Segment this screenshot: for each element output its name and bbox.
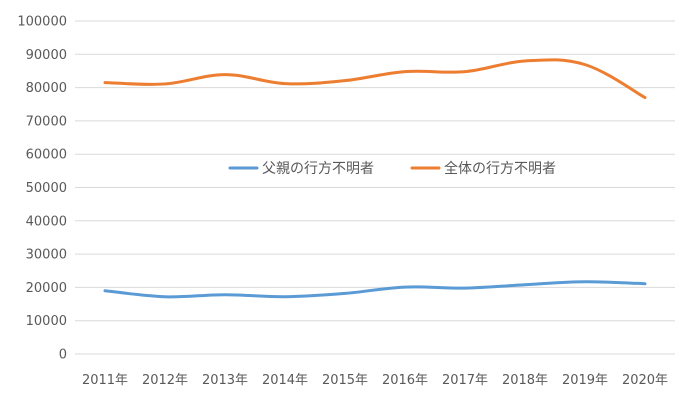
series-lines: [103, 58, 647, 299]
x-tick-label: 2014年: [262, 373, 308, 388]
x-axis-tick-labels: 2011年 2012年 2013年 2014年 2015年 2016年 2017年 2018年…: [82, 373, 668, 388]
legend-item: 父親の行方不明者: [228, 161, 374, 177]
legend-item: 全体の行方不明者: [410, 160, 556, 177]
y-tick-label: 0: [59, 348, 67, 363]
y-tick-label: 100000: [17, 15, 67, 30]
x-tick-label: 2019年: [562, 373, 608, 388]
y-axis-tick-labels: 0 10000 20000 30000 40000 50000 60000 70000 8000…: [17, 15, 67, 363]
series-total-missing: [103, 58, 647, 100]
x-tick-label: 2017年: [442, 373, 488, 388]
x-tick-label: 2015年: [322, 373, 368, 388]
series-line: [103, 280, 647, 299]
gridlines: [75, 20, 675, 355]
y-tick-label: 80000: [26, 81, 67, 96]
y-tick-label: 90000: [26, 48, 67, 63]
x-tick-label: 2016年: [382, 373, 428, 388]
x-tick-label: 2020年: [622, 373, 668, 388]
y-tick-label: 40000: [26, 214, 67, 229]
legend-label: 父親の行方不明者: [262, 161, 374, 177]
x-tick-label: 2012年: [142, 373, 188, 388]
y-tick-label: 50000: [26, 181, 67, 196]
legend: 父親の行方不明者 全体の行方不明者: [228, 160, 556, 177]
series-father-missing: [103, 280, 647, 299]
y-tick-label: 20000: [26, 281, 67, 296]
series-line: [103, 58, 647, 100]
y-tick-label: 70000: [26, 114, 67, 129]
legend-label: 全体の行方不明者: [444, 160, 556, 177]
x-tick-label: 2018年: [502, 373, 548, 388]
y-tick-label: 30000: [26, 248, 67, 263]
x-tick-label: 2013年: [202, 373, 248, 388]
y-tick-label: 10000: [26, 314, 67, 329]
x-tick-label: 2011年: [82, 373, 128, 388]
y-tick-label: 60000: [26, 148, 67, 163]
